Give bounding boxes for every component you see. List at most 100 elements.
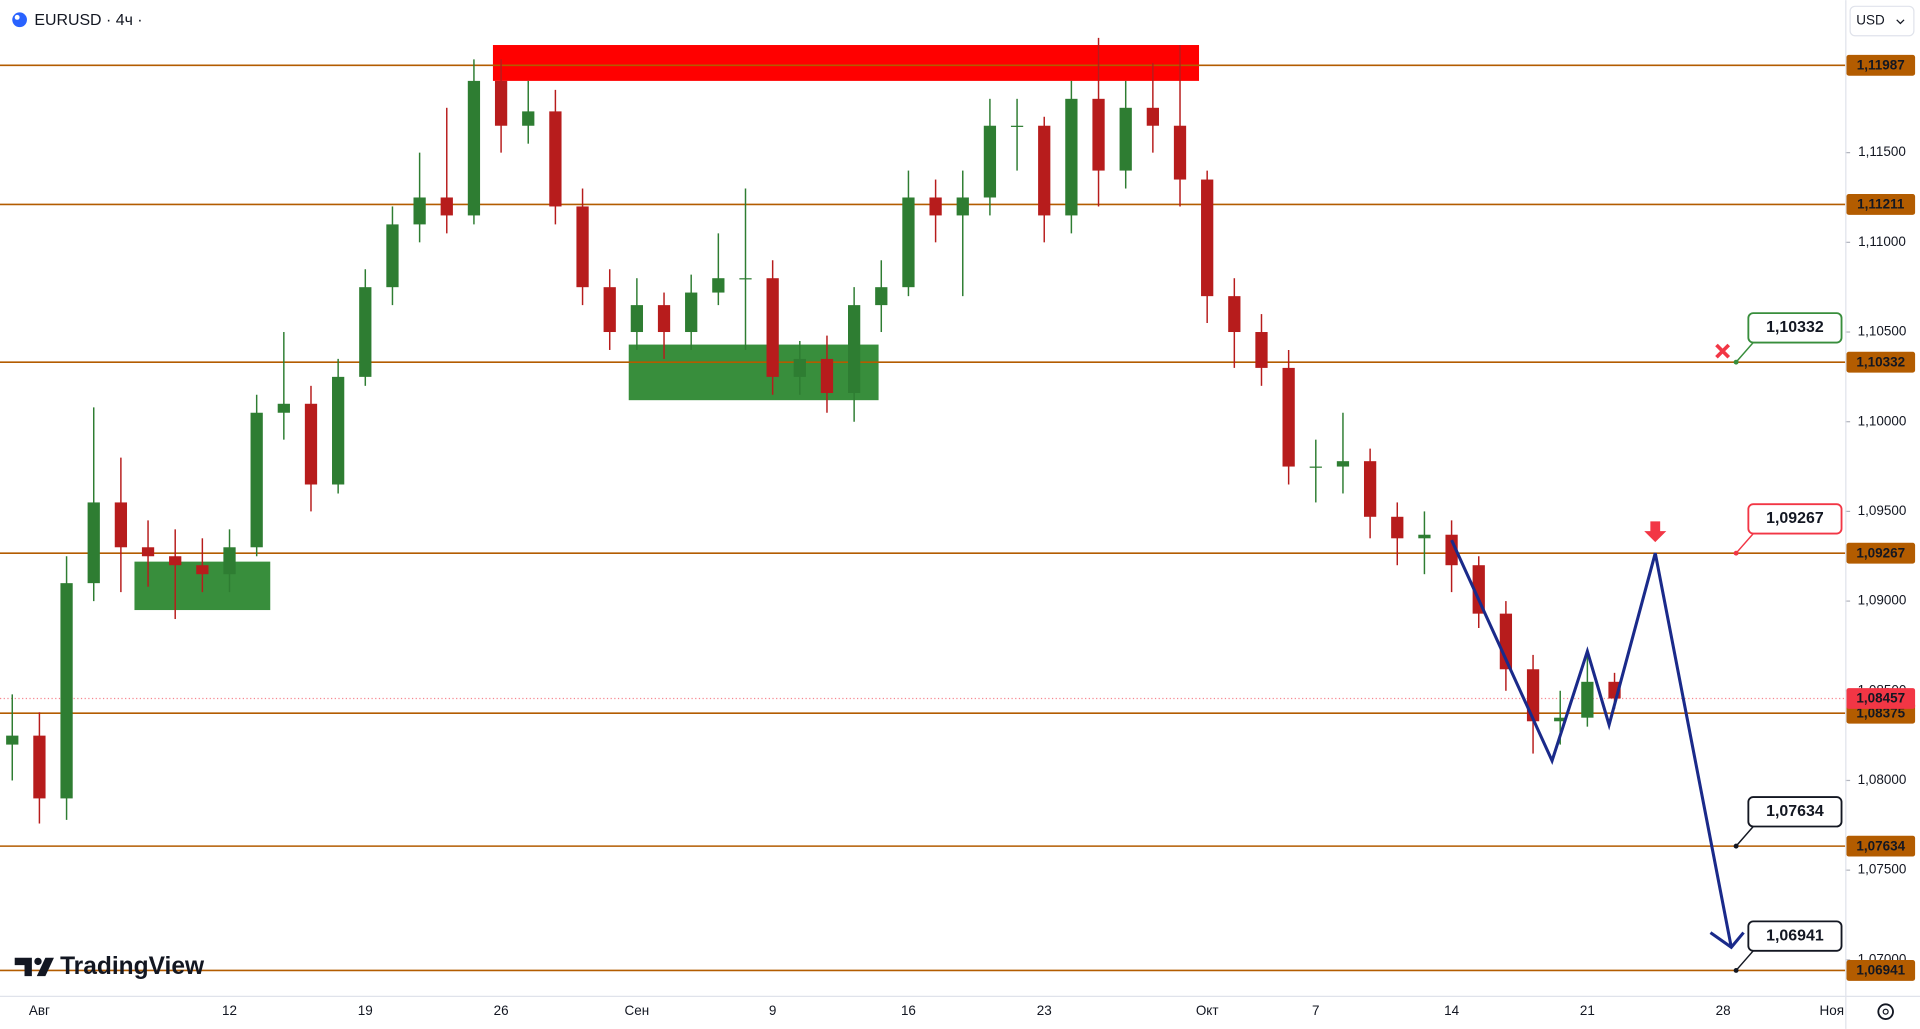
candle-body	[902, 197, 915, 288]
candle-body	[1363, 461, 1377, 517]
x-tick-label: Ноя	[1820, 1003, 1845, 1018]
callout-anchor	[1733, 967, 1739, 973]
candle-body	[766, 278, 779, 377]
callout-leader	[1735, 950, 1754, 971]
candle-body	[983, 125, 997, 198]
callout-leader	[1735, 533, 1754, 554]
candle-body	[1255, 332, 1268, 368]
candle-body	[1146, 107, 1159, 126]
x-tick-label: 21	[1580, 1003, 1595, 1018]
level-price-label: 1,07634	[1856, 838, 1905, 853]
candle-body	[386, 224, 399, 288]
brand-logo: TradingView	[14, 953, 205, 980]
candle-body	[1038, 125, 1051, 216]
callout-label: 1,10332	[1766, 319, 1824, 336]
current-price-label: 1,08457	[1856, 691, 1905, 706]
level-price-label: 1,09267	[1856, 545, 1905, 560]
candle-body	[304, 403, 318, 485]
level-price-label: 1,08375	[1856, 705, 1905, 720]
settings-icon[interactable]	[1877, 1003, 1894, 1020]
x-tick-label: 9	[769, 1003, 777, 1018]
level-price-tag	[1846, 351, 1916, 373]
symbol-title[interactable]: EURUSD · 4ч ·	[34, 12, 142, 29]
candle-body	[1010, 125, 1024, 127]
candle-body	[1554, 717, 1567, 722]
x-tick-label: 19	[358, 1003, 373, 1018]
y-tick-label: 1,10500	[1858, 324, 1907, 339]
candle-body	[739, 278, 752, 280]
candle-body	[1173, 125, 1187, 180]
logo-mark	[14, 957, 32, 977]
level-price-label: 1,06941	[1856, 963, 1905, 978]
currency-button[interactable]	[1849, 5, 1915, 37]
callout-anchor	[1733, 843, 1739, 849]
candle-body	[141, 547, 155, 557]
candle-body	[956, 197, 969, 216]
candle-body	[522, 111, 535, 126]
candle-body	[87, 502, 100, 584]
brand-name: TradingView	[60, 953, 205, 980]
callout-leader	[1735, 826, 1754, 847]
candle-body	[33, 735, 46, 799]
y-tick-label: 1,08000	[1858, 772, 1907, 787]
callout-box	[1747, 312, 1843, 344]
sell-arrow	[1644, 521, 1667, 543]
currency-label[interactable]: USD	[1856, 13, 1885, 28]
candle-body	[929, 197, 942, 216]
x-tick-label: 26	[494, 1003, 509, 1018]
logo-mark	[36, 957, 54, 977]
candle-body	[1472, 565, 1485, 614]
symbol-icon	[12, 12, 27, 28]
x-tick-label: 14	[1444, 1003, 1459, 1018]
x-tick-label: 12	[222, 1003, 237, 1018]
x-tick-label: Авг	[29, 1003, 50, 1018]
callout-label: 1,07634	[1766, 803, 1824, 820]
x-tick-label: Сен	[625, 1003, 650, 1018]
level-price-tag	[1846, 542, 1916, 564]
candle-body	[1391, 516, 1404, 539]
x-tick-label: Окт	[1196, 1003, 1219, 1018]
candle-body	[712, 278, 725, 293]
candle-body	[549, 111, 562, 207]
candle-body	[169, 556, 182, 566]
candle-body	[576, 206, 589, 288]
candle-body	[114, 502, 128, 548]
candle-body	[1201, 179, 1214, 297]
callout-anchor	[1733, 359, 1739, 365]
candle-body	[1065, 98, 1078, 216]
callout-anchor	[1733, 550, 1739, 556]
callout-label: 1,06941	[1766, 927, 1824, 944]
plot-layer: 1,070001,075001,080001,085001,090001,095…	[0, 37, 1916, 1018]
callout-label: 1,09267	[1766, 510, 1824, 527]
callout-box	[1747, 920, 1843, 952]
candle-body	[1526, 669, 1540, 722]
candle-body	[1445, 534, 1458, 566]
candle-body	[1092, 98, 1105, 171]
logo-dot	[34, 957, 42, 966]
candle-body	[1282, 367, 1295, 467]
candle-body	[250, 412, 263, 548]
y-tick-label: 1,11500	[1858, 144, 1906, 159]
level-price-label: 1,10332	[1856, 354, 1905, 369]
candle-body	[332, 376, 345, 485]
y-tick-label: 1,11000	[1858, 234, 1906, 249]
level-price-label: 1,11987	[1857, 57, 1905, 72]
candle-body	[494, 80, 508, 126]
candle-body	[820, 358, 834, 394]
callout-box	[1747, 796, 1843, 828]
settings-icon-center	[1882, 1008, 1889, 1015]
level-price-tag	[1846, 194, 1916, 215]
x-tick-label: 16	[901, 1003, 916, 1018]
candle-body	[1119, 107, 1132, 171]
candle-body	[630, 305, 644, 333]
y-tick-label: 1,09000	[1858, 593, 1907, 608]
y-tick-label: 1,10000	[1858, 413, 1907, 428]
invalidated-marker	[1715, 343, 1731, 359]
candle-body	[1581, 681, 1594, 718]
x-tick-label: 7	[1312, 1003, 1320, 1018]
symbol-icon-dot	[14, 14, 20, 20]
callout-leader	[1735, 342, 1754, 363]
y-tick-label: 1,07500	[1858, 862, 1907, 877]
